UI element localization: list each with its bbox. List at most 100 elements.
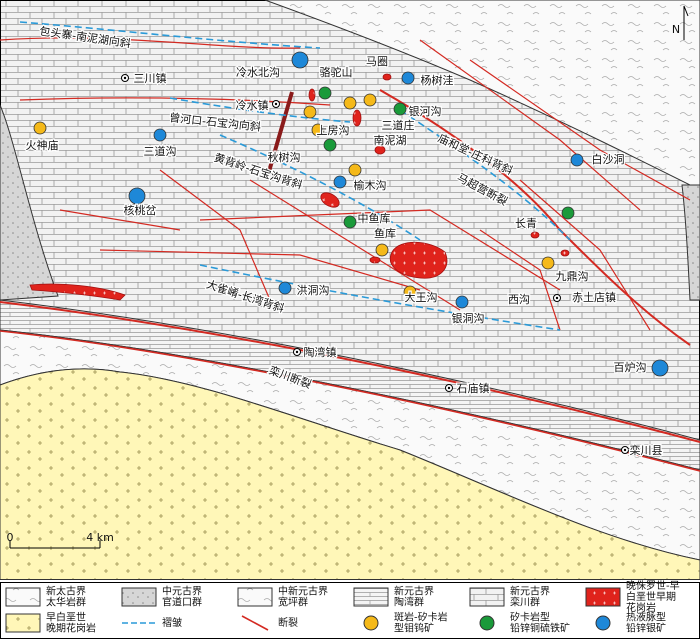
fault-dike — [266, 91, 294, 176]
legend-label: 褶皱 — [162, 616, 182, 629]
town-dot — [447, 386, 451, 390]
legend-label: 新元古界 — [510, 585, 550, 598]
map-label: 陶湾镇 — [304, 345, 337, 359]
granite — [0, 368, 700, 580]
legend-swatch — [595, 615, 611, 631]
deposit — [128, 187, 146, 205]
granite-body — [389, 241, 448, 279]
fault — [0, 37, 301, 49]
town-dot — [623, 448, 627, 452]
map-label: 栾川县 — [630, 443, 663, 457]
fault — [19, 97, 331, 106]
scale-line — [9, 540, 101, 549]
legend-label: 白垩世早期 — [626, 590, 676, 603]
granite-body — [29, 283, 126, 301]
legend-swatch — [121, 587, 157, 607]
legend-swatch — [237, 587, 273, 607]
deposit — [343, 215, 357, 229]
map-label: 石庙镇 — [457, 381, 490, 395]
fold-axis — [19, 21, 321, 49]
legend-label: 斑岩-矽卡岩 — [394, 611, 448, 624]
legend-swatch — [479, 615, 495, 631]
legend-label: 晚期花岗岩 — [46, 622, 96, 635]
map-label: 银洞沟 — [452, 311, 485, 325]
map-label: 赤土店镇 — [572, 290, 616, 304]
map-label: 冷水镇 — [236, 98, 269, 112]
fault — [479, 229, 561, 331]
map-label: 三道庄 — [382, 118, 415, 132]
legend-label: 新元古界 — [394, 585, 434, 598]
north-line — [683, 5, 689, 40]
deposit — [333, 175, 347, 189]
legend-label: 栾川群 — [510, 596, 540, 609]
legend-swatch — [5, 587, 41, 607]
legend: 新太古界太华岩群中元古界官道口群中新元古界宽坪群新元古界陶湾群新元古界栾川群晚侏… — [0, 580, 700, 639]
legend-swatch — [353, 587, 389, 607]
north-label: N — [672, 23, 680, 36]
legend-label: 中新元古界 — [278, 585, 328, 598]
fold-axis — [199, 264, 561, 331]
map-label: 火神庙 — [26, 138, 59, 152]
deposit — [318, 86, 332, 100]
deposit — [33, 121, 47, 135]
deposit — [363, 93, 377, 107]
map-frame: 0 4 km N — [0, 0, 700, 580]
map-label: 三川镇 — [134, 71, 167, 85]
granite-body — [352, 109, 362, 127]
fault — [99, 249, 421, 291]
guandaokou-group — [0, 104, 59, 301]
map-label: 大王沟 — [405, 290, 438, 304]
legend-label: 陶湾群 — [394, 596, 424, 609]
scale-start: 0 — [7, 531, 14, 544]
map-label: 白沙洞 — [592, 152, 625, 166]
map-label: 核桃岔 — [124, 203, 157, 217]
town-dot — [274, 102, 278, 106]
north-arrow: N — [672, 5, 689, 40]
scale-end: 4 km — [86, 531, 114, 544]
legend-swatch — [363, 615, 379, 631]
deposit — [455, 295, 469, 309]
map-label: 银河沟 — [409, 104, 442, 118]
deposit — [651, 359, 669, 377]
legend-label: 中元古界 — [162, 585, 202, 598]
legend-label: 太华岩群 — [46, 596, 86, 609]
legend-label: 铅锌铜硫铁矿 — [510, 622, 570, 635]
fault — [59, 209, 181, 231]
deposit — [291, 51, 309, 69]
map-label: 上房沟 — [317, 124, 350, 137]
deposit — [343, 96, 357, 110]
deposit — [541, 256, 555, 270]
legend-swatch — [5, 613, 41, 633]
fold-axis — [399, 109, 571, 241]
granite-bodies — [29, 73, 570, 301]
deposits — [33, 51, 669, 377]
granite-body — [308, 88, 316, 102]
town-dot — [295, 350, 299, 354]
legend-label: 官道口群 — [162, 596, 202, 609]
scale-bar: 0 4 km — [7, 531, 114, 549]
folds — [19, 21, 571, 331]
map-label: 西沟 — [508, 293, 530, 306]
granite-body — [369, 256, 381, 264]
deposit — [153, 128, 167, 142]
deposit — [323, 138, 337, 152]
fault — [0, 330, 700, 472]
fault — [419, 39, 641, 211]
kuanping-group — [264, 0, 700, 191]
granite-body — [560, 249, 570, 257]
map-label: 骆驼山 — [320, 65, 353, 79]
legend-swatch — [241, 615, 269, 631]
deposit — [561, 206, 575, 220]
legend-label: 晚侏罗世-早 — [626, 580, 680, 592]
map-label: 三道沟 — [144, 144, 177, 158]
map-label: 榆木沟 — [354, 178, 387, 192]
deposit — [403, 285, 417, 299]
fault — [0, 301, 700, 443]
granite-body — [382, 73, 392, 81]
town-dot — [123, 76, 127, 80]
legend-label: 铅锌银矿 — [626, 622, 666, 635]
legend-label: 矽卡岩型 — [510, 611, 550, 624]
legend-label: 断裂 — [278, 616, 298, 629]
granite-body — [374, 145, 386, 155]
deposit — [570, 153, 584, 167]
